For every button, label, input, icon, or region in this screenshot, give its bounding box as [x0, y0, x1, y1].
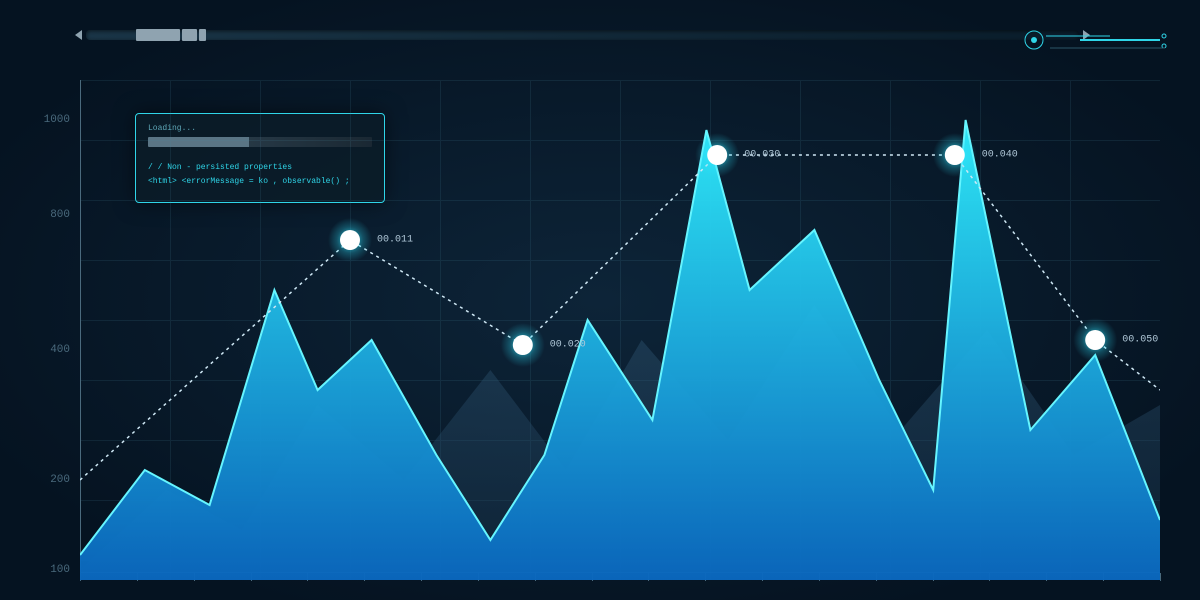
- y-tick-label: 400: [50, 344, 70, 356]
- timeline-slider[interactable]: [75, 28, 1090, 42]
- x-tick: [1160, 573, 1161, 581]
- data-point-label: 00.020: [550, 340, 586, 351]
- hud-indicator: [1020, 26, 1170, 54]
- data-point-label: 00.030: [744, 150, 780, 161]
- y-tick-label: 200: [50, 474, 70, 486]
- area-chart: 1002004008001000 00.01100.02000.03000.04…: [80, 80, 1160, 580]
- slider-thumb[interactable]: [136, 29, 206, 41]
- data-point-label: 00.011: [377, 235, 413, 246]
- y-axis: 100 200 400 800 1000: [30, 80, 75, 580]
- data-point-label: 00.050: [1122, 335, 1158, 346]
- data-point-label: 00.040: [982, 150, 1018, 161]
- y-tick-label: 100: [50, 564, 70, 576]
- y-tick-label: 800: [50, 209, 70, 221]
- slider-prev-icon[interactable]: [75, 30, 82, 40]
- y-tick-label: 1000: [44, 114, 70, 126]
- slider-track[interactable]: [86, 30, 1079, 40]
